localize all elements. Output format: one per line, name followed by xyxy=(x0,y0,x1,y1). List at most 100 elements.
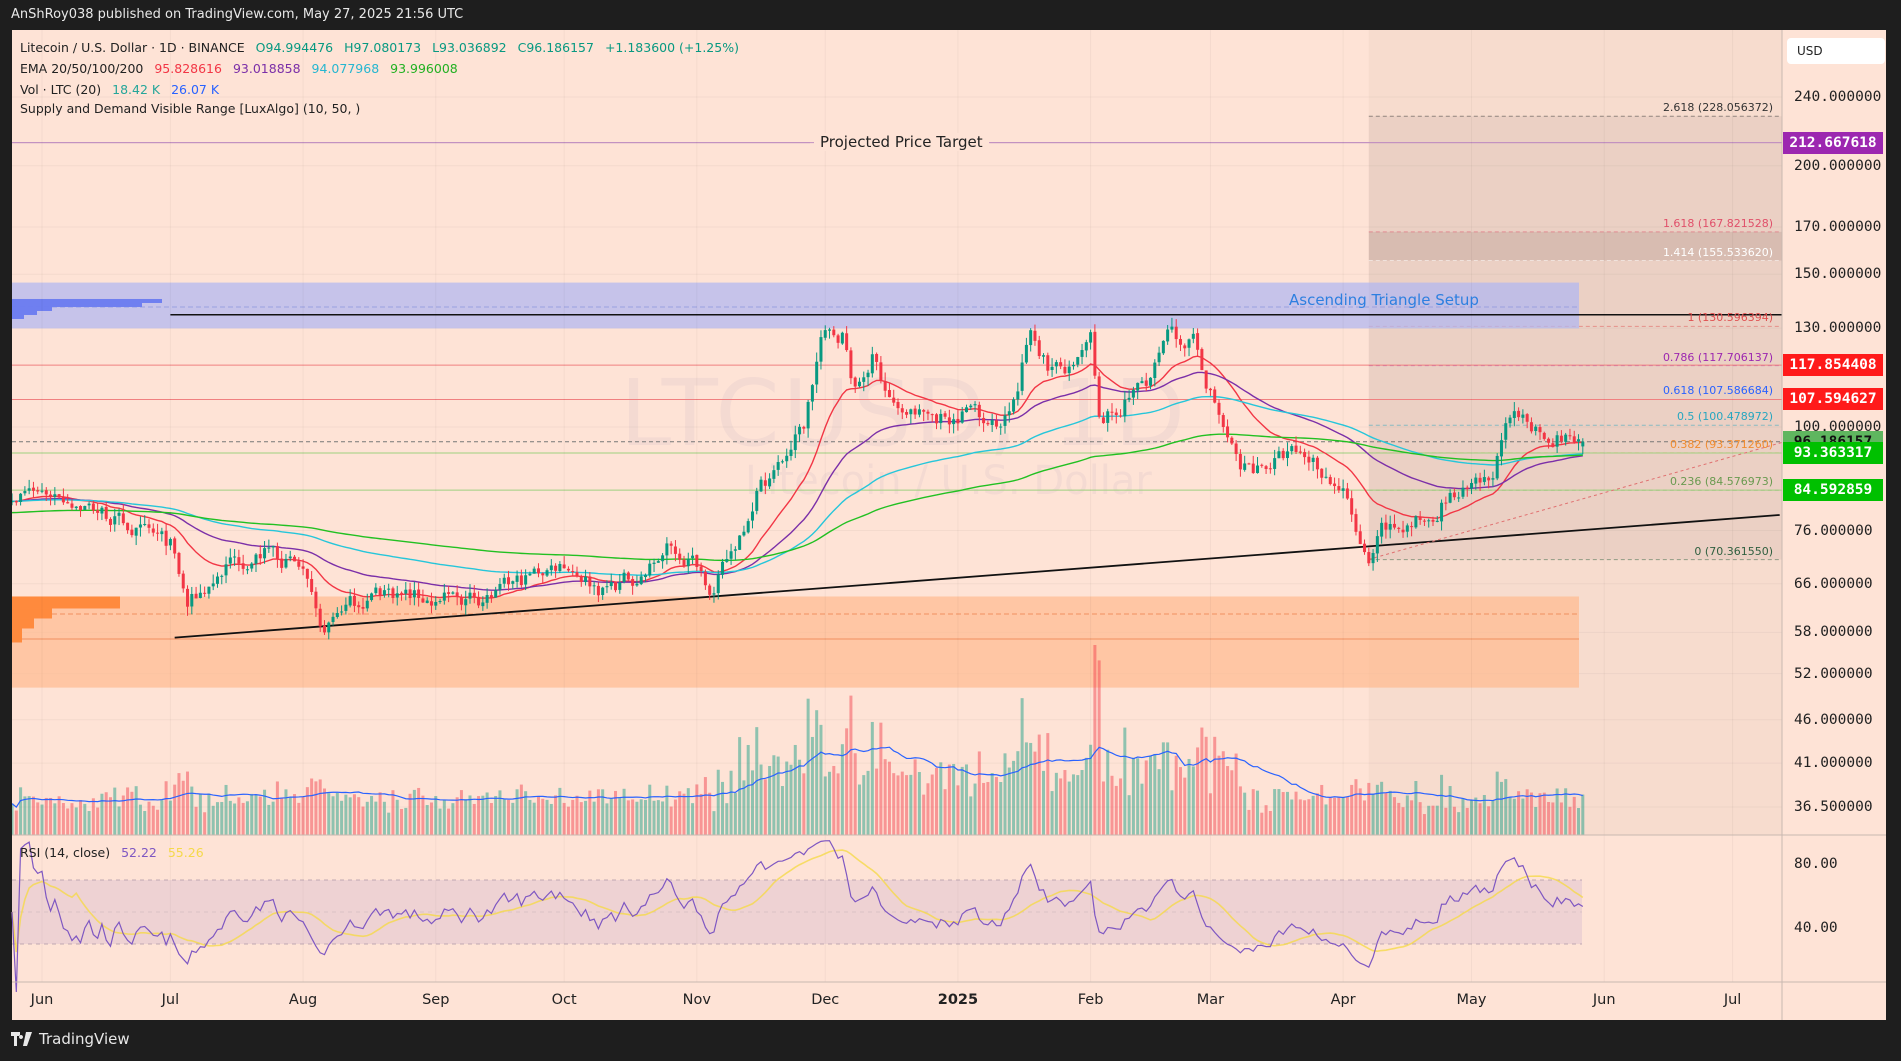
volume-bar xyxy=(1285,791,1289,835)
candle-body xyxy=(1568,435,1572,437)
volume-bar xyxy=(725,803,729,835)
volume-bar xyxy=(348,797,352,835)
volume-bar xyxy=(1281,792,1285,835)
candle-body xyxy=(1401,529,1405,533)
candle-body xyxy=(1427,520,1431,522)
legend-rsi-row[interactable]: RSI (14, close) 52.22 55.26 xyxy=(20,845,211,860)
candle-body xyxy=(1542,432,1546,439)
volume-bar xyxy=(605,803,609,835)
candle-body xyxy=(1067,366,1071,374)
volume-bar xyxy=(241,802,245,835)
tradingview-logo[interactable]: TradingView xyxy=(11,1030,130,1048)
candle-body xyxy=(849,350,853,379)
volume-bar xyxy=(1572,796,1576,835)
volume-bar xyxy=(275,781,279,835)
volume-bar xyxy=(1114,785,1118,835)
candle-body xyxy=(879,362,883,381)
currency-selector[interactable]: USD xyxy=(1787,38,1885,64)
volume-bar xyxy=(554,795,558,835)
candle-body xyxy=(425,600,429,603)
legend-symbol-row[interactable]: Litecoin / U.S. Dollar · 1D · BINANCE O9… xyxy=(20,40,746,55)
volume-value: 18.42 K xyxy=(112,82,161,97)
volume-bar xyxy=(1405,795,1409,835)
volume-bar xyxy=(562,802,566,835)
candle-body xyxy=(746,521,750,533)
volume-bar xyxy=(447,808,451,835)
candle-body xyxy=(1200,349,1204,371)
volume-bar xyxy=(134,786,138,835)
price-tick-label: 76.000000 xyxy=(1794,522,1873,539)
candle-body xyxy=(44,490,48,495)
legend-sd-row[interactable]: Supply and Demand Visible Range [LuxAlgo… xyxy=(20,101,367,116)
volume-bar xyxy=(79,800,83,835)
volume-bar xyxy=(618,797,622,835)
candle-body xyxy=(866,372,870,378)
volume-ma-value: 26.07 K xyxy=(171,82,220,97)
candle-body xyxy=(361,607,365,609)
candle-body xyxy=(36,490,40,492)
candle-body xyxy=(215,576,219,584)
volume-bar xyxy=(1234,753,1238,835)
candle-body xyxy=(66,502,70,504)
volume-bar xyxy=(1243,792,1247,835)
candle-body xyxy=(297,561,301,567)
volume-bar xyxy=(1431,805,1435,835)
volume-bar xyxy=(1161,742,1165,835)
candle-body xyxy=(1161,340,1165,354)
candle-body xyxy=(1042,355,1046,357)
candle-body xyxy=(785,455,789,462)
legend-ema-row[interactable]: EMA 20/50/100/200 95.828616 93.018858 94… xyxy=(20,61,465,76)
candle-body xyxy=(357,605,361,608)
volume-bar xyxy=(245,801,249,835)
price-tag: 117.854408 xyxy=(1783,354,1883,377)
candle-body xyxy=(1260,464,1264,466)
price-tick-label: 58.000000 xyxy=(1794,624,1873,641)
volume-bar xyxy=(669,806,673,835)
candle-body xyxy=(832,329,836,336)
candle-body xyxy=(1221,415,1225,428)
candle-body xyxy=(1324,476,1328,478)
volume-bar xyxy=(310,778,314,835)
candle-body xyxy=(815,361,819,385)
candle-body xyxy=(789,449,793,456)
candle-body xyxy=(1230,437,1234,444)
candle-body xyxy=(207,586,211,594)
supply-volume-profile-bar xyxy=(12,306,52,311)
volume-bar xyxy=(708,792,712,835)
candle-body xyxy=(263,548,267,559)
volume-bar xyxy=(1435,805,1439,835)
volume-bar xyxy=(969,796,973,835)
ascending-triangle-label: Ascending Triangle Setup xyxy=(1289,291,1479,309)
candle-body xyxy=(1097,376,1101,417)
candle-body xyxy=(545,570,549,576)
volume-bar xyxy=(1016,751,1020,835)
volume-bar xyxy=(828,771,832,835)
tradingview-logo-icon xyxy=(11,1032,32,1046)
volume-bar xyxy=(1568,806,1572,835)
volume-bar xyxy=(1226,766,1230,835)
candle-body xyxy=(1320,468,1324,478)
time-tick-label: Apr xyxy=(1330,992,1356,1008)
volume-bar xyxy=(596,789,600,835)
price-tick-label: 41.000000 xyxy=(1794,755,1873,772)
candle-body xyxy=(524,575,528,585)
candle-body xyxy=(1281,450,1285,459)
volume-bar xyxy=(408,793,412,835)
candle-body xyxy=(370,593,374,601)
candle-body xyxy=(1354,514,1358,532)
legend-volume-row[interactable]: Vol · LTC (20) 18.42 K 26.07 K xyxy=(20,82,226,97)
volume-bar xyxy=(357,797,361,835)
ema-100-line xyxy=(12,395,1583,576)
volume-bar xyxy=(395,799,399,835)
candle-body xyxy=(198,592,202,599)
volume-bar xyxy=(1217,755,1221,835)
candle-body xyxy=(1016,391,1020,400)
volume-bar xyxy=(1230,770,1234,835)
rsi-ma-value: 55.26 xyxy=(167,845,204,860)
candle-body xyxy=(1397,527,1401,529)
volume-bar xyxy=(1101,781,1105,835)
candle-body xyxy=(79,506,83,511)
candle-body xyxy=(1555,435,1559,447)
candle-body xyxy=(960,411,964,423)
